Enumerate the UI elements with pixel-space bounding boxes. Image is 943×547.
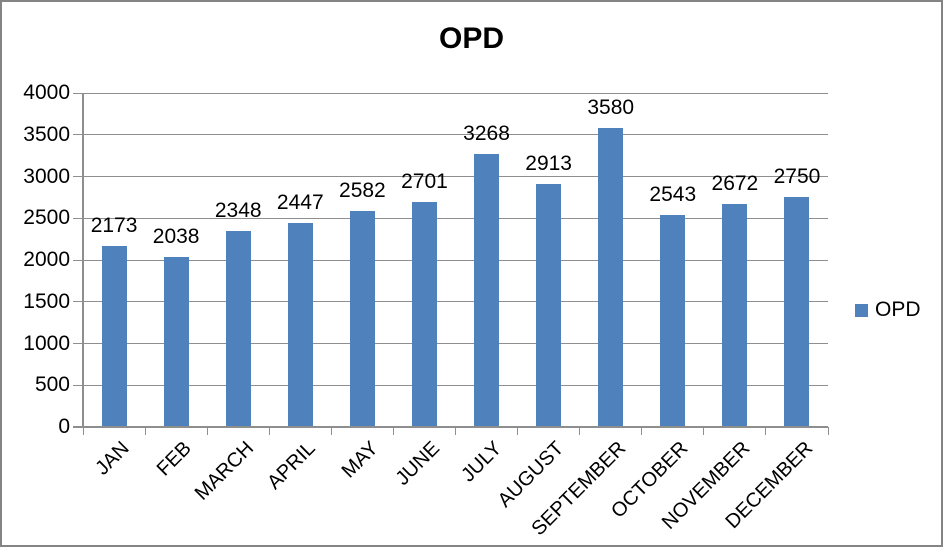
y-axis-label-2000: 2000 — [23, 248, 70, 271]
y-axis-label-1000: 1000 — [23, 331, 70, 355]
legend-swatch-opd — [855, 303, 868, 317]
x-axis-label-may: MAY — [337, 437, 383, 483]
x-axis-label-october: OCTOBER — [607, 437, 693, 523]
bar-august — [536, 183, 562, 427]
x-tickmark-7 — [517, 427, 519, 435]
data-label-march: 2348 — [214, 198, 262, 222]
x-axis-label-april: APRIL — [263, 437, 321, 494]
gridline-500 — [83, 384, 828, 386]
data-label-august: 2913 — [525, 151, 572, 175]
bar-june — [411, 201, 437, 427]
data-label-july: 3268 — [463, 122, 510, 146]
gridline-2500 — [83, 217, 828, 219]
y-axis-label-4000: 4000 — [23, 81, 70, 104]
x-tickmark-3 — [268, 427, 270, 435]
legend-label: OPD — [875, 298, 921, 321]
data-label-december: 2750 — [773, 165, 821, 189]
data-label-june: 2701 — [401, 169, 448, 193]
gridline-1500 — [83, 301, 828, 303]
bar-may — [349, 211, 375, 427]
x-tickmark-2 — [206, 427, 208, 435]
data-label-april: 2447 — [276, 190, 324, 214]
x-axis-label-december: DECEMBER — [721, 437, 817, 534]
x-tickmark-1 — [144, 427, 146, 435]
y-axis-label-1500: 1500 — [23, 289, 70, 313]
y-tickmark-3000 — [73, 176, 83, 177]
bar-november — [722, 203, 748, 427]
y-tickmark-1500 — [73, 301, 83, 303]
bar-feb — [163, 256, 189, 427]
y-tickmark-1000 — [73, 343, 83, 344]
gridline-3500 — [83, 134, 828, 136]
gridline-4000 — [83, 92, 828, 94]
x-axis-label-november: NOVEMBER — [658, 437, 755, 534]
x-axis-label-august: AUGUST — [493, 437, 569, 512]
data-label-november: 2672 — [711, 171, 759, 195]
bar-september — [598, 128, 624, 427]
y-axis-label-0: 0 — [58, 415, 70, 438]
gridline-2000 — [83, 259, 828, 261]
y-tickmark-500 — [73, 384, 83, 386]
bar-jan — [101, 245, 127, 427]
x-axis-label-jan: JAN — [91, 437, 134, 480]
chart-title: OPD — [438, 22, 504, 55]
x-axis-label-march: MARCH — [190, 437, 259, 505]
y-tickmark-3500 — [73, 134, 83, 136]
x-tickmark-0 — [82, 427, 84, 435]
bar-december — [784, 197, 810, 427]
plot-area: 2173 2038 2348 2447 2582 2701 3268 2913 3580 2543… — [83, 92, 828, 427]
x-tickmark-6 — [455, 427, 456, 435]
gridline-1000 — [83, 343, 828, 344]
y-axis-label-3500: 3500 — [23, 122, 70, 146]
data-label-feb: 2038 — [152, 224, 200, 248]
gridline-3000 — [83, 176, 828, 177]
x-tickmark-10 — [703, 427, 705, 435]
bar-july — [474, 154, 500, 427]
data-label-jan: 2173 — [90, 213, 138, 237]
bar-october — [660, 214, 686, 427]
data-label-september: 3580 — [587, 96, 635, 120]
x-tickmark-11 — [765, 427, 767, 435]
x-axis-label-july: JULY — [457, 437, 507, 487]
y-axis-label-500: 500 — [34, 373, 70, 397]
data-label-october: 2543 — [649, 182, 697, 206]
x-axis-label-september: SEPTEMBER — [527, 437, 631, 541]
data-label-may: 2582 — [339, 179, 386, 203]
x-tickmark-12 — [827, 427, 829, 435]
y-axis-label-3000: 3000 — [23, 164, 70, 188]
x-tickmark-8 — [579, 427, 581, 435]
bar-april — [287, 222, 313, 427]
x-axis-label-feb: FEB — [152, 437, 196, 481]
x-tickmark-4 — [330, 427, 332, 435]
legend: OPD — [855, 298, 921, 322]
y-tickmark-2000 — [73, 259, 83, 261]
y-tickmark-4000 — [73, 92, 83, 94]
bar-march — [225, 230, 251, 427]
x-tickmark-9 — [641, 427, 643, 435]
y-tickmark-0 — [73, 426, 83, 428]
x-axis-label-june: JUNE — [391, 437, 445, 490]
x-tickmark-5 — [392, 427, 394, 435]
